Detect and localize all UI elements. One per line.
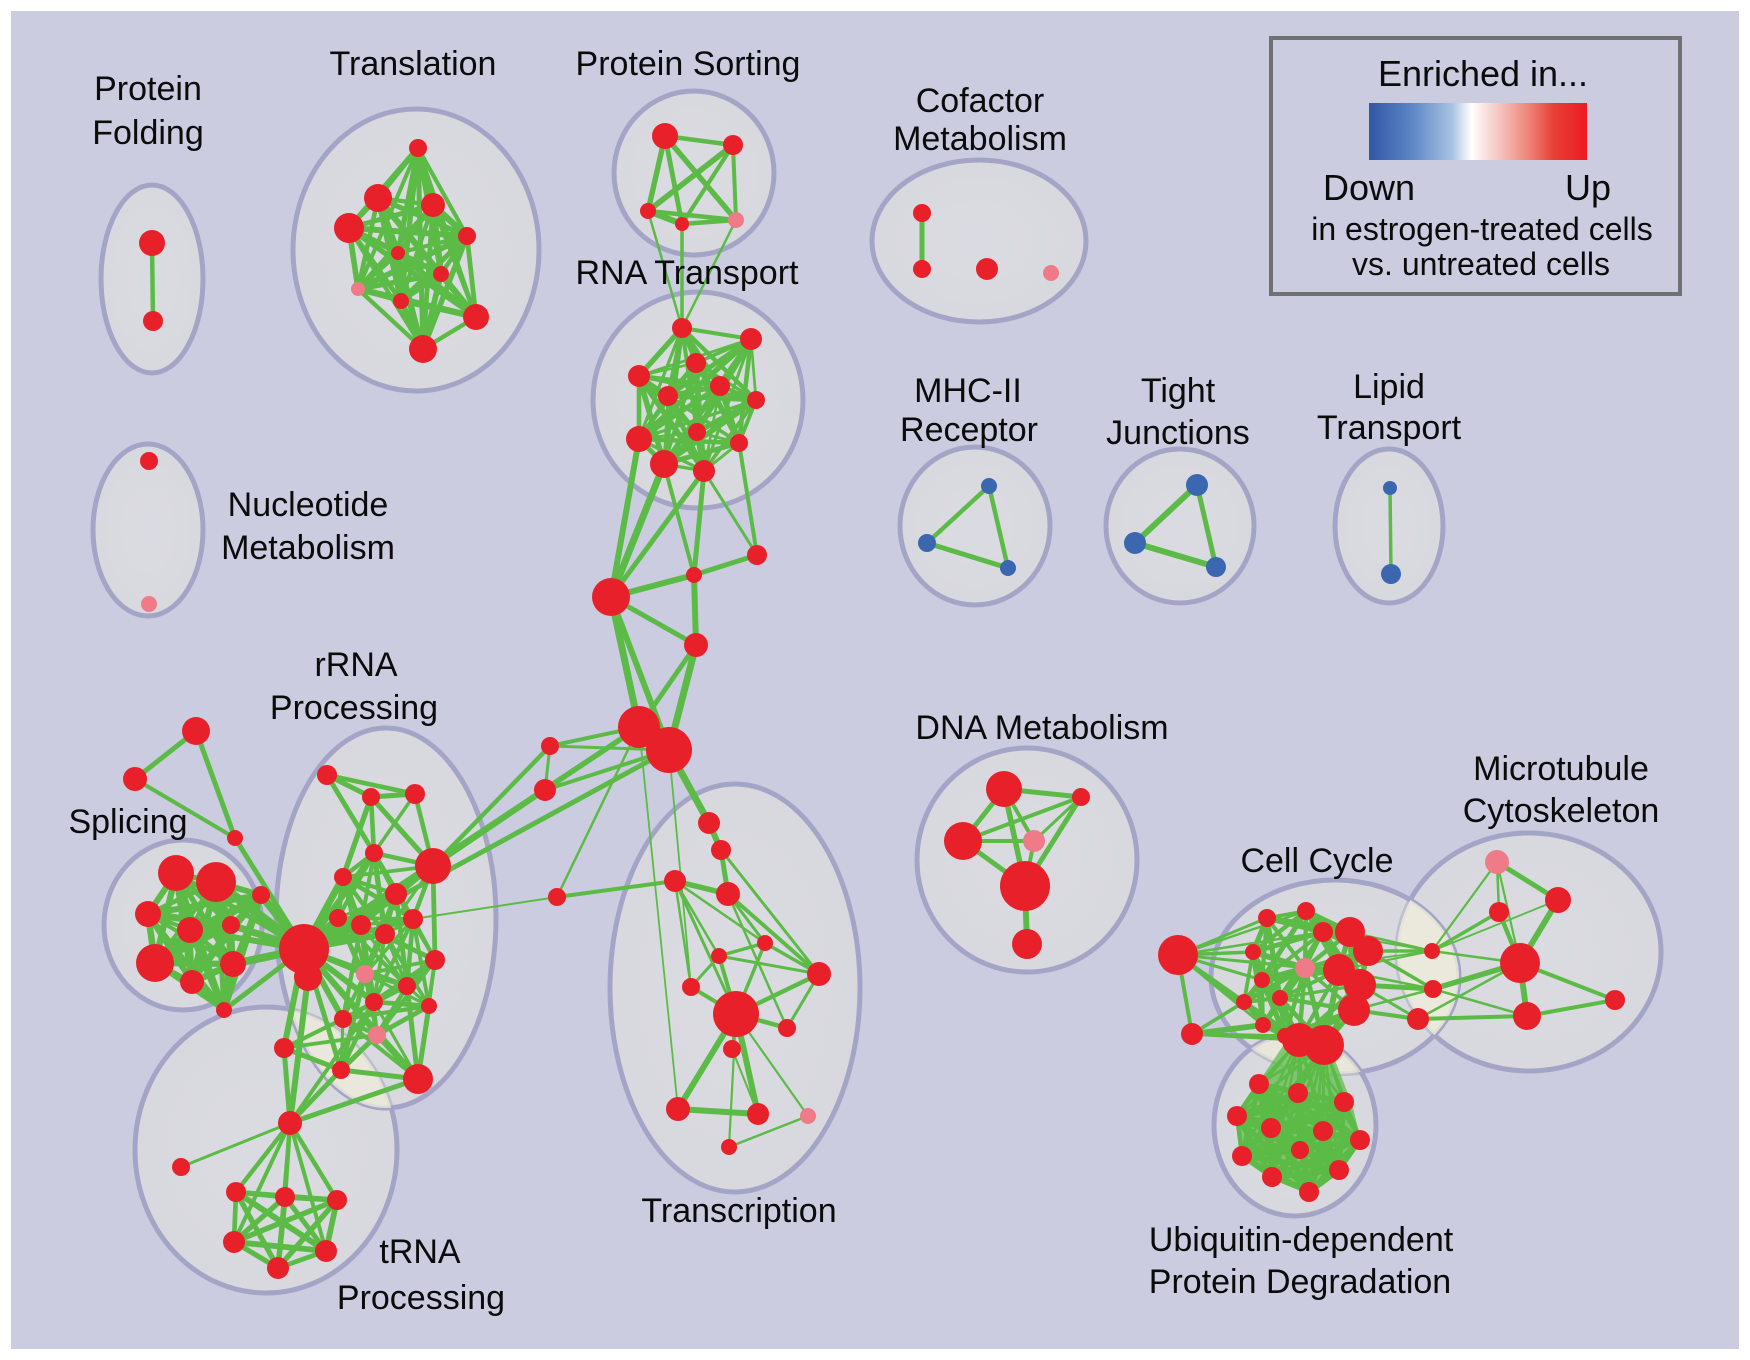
svg-text:Ubiquitin-dependent: Ubiquitin-dependent — [1149, 1221, 1454, 1259]
svg-text:Transcription: Transcription — [641, 1192, 836, 1230]
svg-text:DNA Metabolism: DNA Metabolism — [915, 709, 1168, 747]
svg-text:Cytoskeleton: Cytoskeleton — [1463, 792, 1660, 830]
svg-text:RNA Transport: RNA Transport — [576, 254, 800, 292]
svg-text:Junctions: Junctions — [1106, 414, 1250, 452]
svg-text:Processing: Processing — [337, 1279, 505, 1317]
svg-text:Enriched in...: Enriched in... — [1378, 53, 1588, 94]
svg-text:Metabolism: Metabolism — [221, 529, 395, 567]
svg-text:Folding: Folding — [92, 114, 204, 152]
svg-text:Protein: Protein — [94, 70, 202, 108]
svg-text:Microtubule: Microtubule — [1473, 750, 1649, 788]
svg-text:vs. untreated cells: vs. untreated cells — [1352, 246, 1610, 282]
svg-text:Translation: Translation — [330, 45, 497, 83]
svg-text:Receptor: Receptor — [900, 411, 1038, 449]
svg-text:Down: Down — [1323, 167, 1415, 208]
svg-text:in estrogen-treated cells: in estrogen-treated cells — [1311, 211, 1653, 247]
svg-text:Cell Cycle: Cell Cycle — [1240, 842, 1393, 880]
svg-text:MHC-II: MHC-II — [914, 372, 1022, 410]
svg-text:Up: Up — [1565, 167, 1611, 208]
svg-text:Cofactor: Cofactor — [916, 82, 1045, 120]
svg-text:Metabolism: Metabolism — [893, 120, 1067, 158]
svg-text:Lipid: Lipid — [1353, 368, 1425, 406]
svg-text:tRNA: tRNA — [379, 1233, 461, 1271]
svg-text:Nucleotide: Nucleotide — [228, 486, 389, 524]
svg-text:Tight: Tight — [1141, 372, 1216, 410]
svg-text:Transport: Transport — [1317, 409, 1462, 447]
svg-text:Splicing: Splicing — [68, 803, 187, 841]
svg-text:Processing: Processing — [270, 689, 438, 727]
svg-text:Protein Degradation: Protein Degradation — [1149, 1263, 1451, 1301]
svg-text:rRNA: rRNA — [314, 646, 397, 684]
svg-text:Protein Sorting: Protein Sorting — [576, 45, 801, 83]
